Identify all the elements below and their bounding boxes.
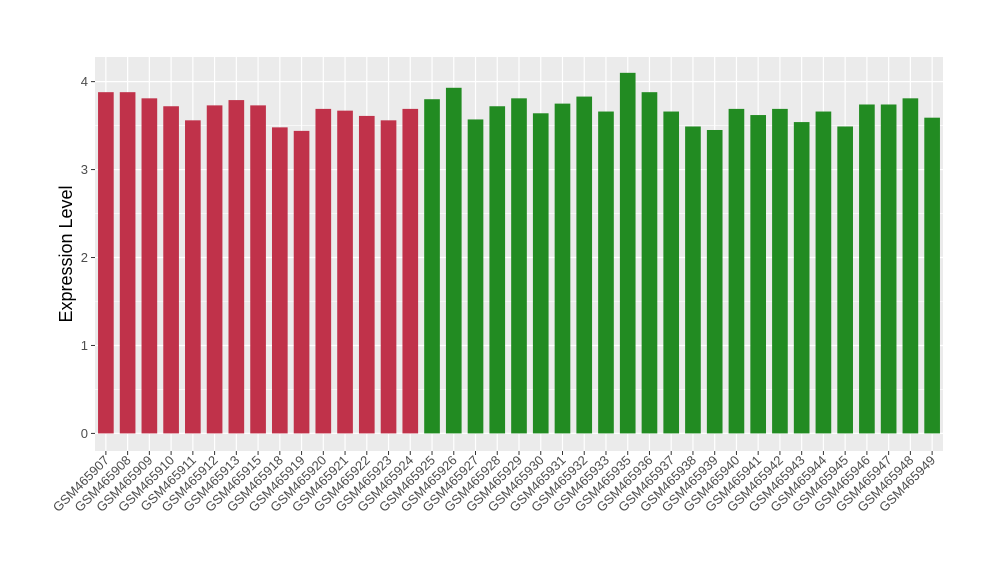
bar-GSM465912 [206, 105, 223, 434]
bar-GSM465939 [706, 129, 723, 434]
bar-GSM465949 [924, 117, 940, 434]
bar-GSM465927 [467, 119, 484, 434]
bar-GSM465944 [815, 111, 832, 434]
bar-GSM465946 [859, 104, 875, 434]
bar-GSM465926 [445, 87, 462, 434]
bar-GSM465942 [772, 108, 788, 434]
bar-GSM465909 [141, 98, 158, 434]
bar-GSM465941 [750, 115, 767, 434]
bar-GSM465921 [337, 110, 353, 434]
bar-GSM465925 [424, 99, 440, 434]
bar-GSM465924 [402, 108, 419, 434]
bar-GSM465938 [685, 126, 701, 434]
bar-GSM465920 [315, 108, 332, 434]
bar-GSM465932 [576, 96, 593, 434]
bar-GSM465936 [641, 92, 658, 434]
y-tick-label: 1 [81, 338, 88, 353]
y-tick-label: 3 [81, 162, 88, 177]
bar-GSM465935 [619, 72, 636, 434]
bar-GSM465940 [728, 108, 745, 434]
bars [98, 72, 940, 434]
bar-GSM465911 [185, 120, 201, 434]
bar-GSM465928 [489, 106, 506, 434]
y-tick-label: 2 [81, 250, 88, 265]
bar-GSM465923 [380, 120, 397, 434]
bar-GSM465908 [119, 92, 136, 434]
bar-GSM465933 [598, 111, 614, 434]
bar-GSM465907 [98, 92, 114, 434]
bar-GSM465915 [250, 105, 266, 434]
bar-GSM465943 [793, 122, 810, 434]
bar-GSM465931 [554, 103, 571, 434]
x-axis: GSM465907GSM465908GSM465909GSM465910GSM4… [50, 451, 938, 515]
bar-GSM465919 [293, 130, 310, 434]
bar-GSM465930 [532, 113, 549, 434]
bar-GSM465918 [271, 127, 288, 434]
y-axis: 0 1 2 3 4 [81, 74, 95, 441]
bar-GSM465913 [228, 100, 245, 434]
y-axis-title: Expression Level [56, 185, 76, 322]
bar-GSM465945 [837, 126, 853, 434]
y-tick-label: 4 [81, 74, 88, 89]
bar-GSM465947 [880, 104, 897, 434]
bar-GSM465910 [163, 106, 179, 434]
y-tick-label: 0 [81, 426, 88, 441]
bar-GSM465937 [663, 111, 680, 434]
bar-GSM465929 [511, 98, 527, 434]
bar-GSM465922 [358, 115, 375, 434]
bar-GSM465948 [902, 98, 919, 434]
